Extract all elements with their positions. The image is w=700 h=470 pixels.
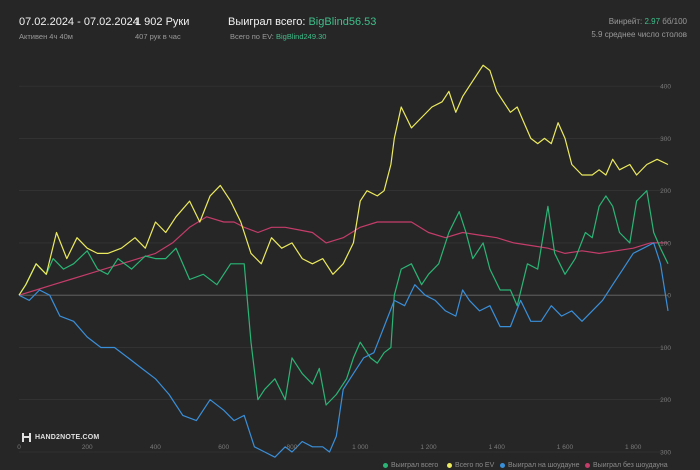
series-line — [18, 64, 669, 296]
stats-header: 07.02.2024 - 07.02.2024 Активен 4ч 40м 1… — [0, 0, 700, 44]
x-tick-label: 800 — [287, 444, 298, 451]
ev-total-label: Всего по EV: — [230, 32, 274, 41]
winrate-value: 2.97 — [644, 17, 661, 26]
legend-label: Выиграл всего — [391, 462, 439, 469]
series-line — [18, 242, 669, 458]
hands-block: 1 902 Руки 407 рук в час — [135, 16, 189, 41]
won-total-label: Выиграл всего: — [228, 16, 306, 28]
legend-label: Выиграл на шоудауне — [508, 462, 580, 469]
series-line — [18, 216, 668, 296]
y-axis-labels: 300 200 100 0 100 200 300 400 — [660, 84, 671, 457]
legend-item[interactable]: Всего по EV — [447, 462, 494, 469]
series-line — [18, 190, 669, 406]
avg-tables: 5.9 среднее число столов — [591, 30, 687, 39]
legend-dot — [447, 463, 452, 468]
x-tick-label: 600 — [218, 444, 229, 451]
series-lines — [18, 64, 669, 458]
x-tick-label: 1 400 — [489, 444, 506, 451]
legend-label: Выиграл без шоудауна — [593, 462, 668, 469]
won-total-value: BigBlind56.53 — [308, 16, 377, 28]
y-tick-label: 300 — [660, 136, 671, 143]
winrate-label: Винрейт: — [608, 17, 643, 26]
hands-count: 1 902 Руки — [135, 16, 190, 28]
y-tick-label: 0 — [667, 293, 671, 300]
y-tick-label: 200 — [660, 188, 671, 195]
grid — [19, 85, 668, 453]
logo-icon — [22, 432, 31, 442]
y-tick-label: 400 — [660, 84, 671, 91]
winrate-suffix: бб/100 — [662, 17, 687, 26]
chart-legend: Выиграл всего Всего по EV Выиграл на шоу… — [0, 462, 700, 470]
winrate-block: Винрейт: 2.97 бб/100 5.9 среднее число с… — [591, 17, 687, 39]
profit-chart: 300 200 100 0 100 200 300 400 0 200 400 600 800 1 00… — [17, 64, 671, 458]
x-tick-label: 1 800 — [625, 444, 642, 451]
x-tick-label: 400 — [150, 444, 161, 451]
y-tick-label: 300 — [660, 450, 671, 457]
legend-label: Всего по EV — [455, 462, 495, 469]
x-tick-label: 0 — [17, 444, 21, 451]
legend-item[interactable]: Выиграл без шоудауна — [585, 462, 668, 469]
legend-dot — [500, 463, 505, 468]
date-block: 07.02.2024 - 07.02.2024 Активен 4ч 40м — [19, 16, 139, 41]
legend-dot — [585, 463, 590, 468]
y-tick-label: 100 — [660, 240, 671, 247]
legend-item[interactable]: Выиграл на шоудауне — [500, 462, 580, 469]
date-range: 07.02.2024 - 07.02.2024 — [19, 16, 139, 28]
legend-item[interactable]: Выиграл всего — [383, 462, 438, 469]
x-tick-label: 200 — [82, 444, 93, 451]
legend-dot — [383, 463, 388, 468]
y-tick-label: 200 — [660, 397, 671, 404]
won-block: Выиграл всего: BigBlind56.53 Всего по EV… — [228, 16, 376, 41]
x-tick-label: 1 000 — [352, 444, 369, 451]
y-tick-label: 100 — [660, 345, 671, 352]
x-axis-labels: 0 200 400 600 800 1 000 1 200 1 400 1 600 1 800 — [17, 444, 642, 451]
x-tick-label: 1 600 — [557, 444, 574, 451]
active-time: Активен 4ч 40м — [19, 32, 73, 41]
x-tick-label: 1 200 — [420, 444, 437, 451]
hand2note-logo: HAND2NOTE.COM — [22, 431, 99, 443]
logo-text: HAND2NOTE.COM — [35, 433, 100, 441]
hands-per-hour: 407 рук в час — [135, 32, 181, 41]
ev-total-value: BigBlind249.30 — [275, 32, 327, 41]
